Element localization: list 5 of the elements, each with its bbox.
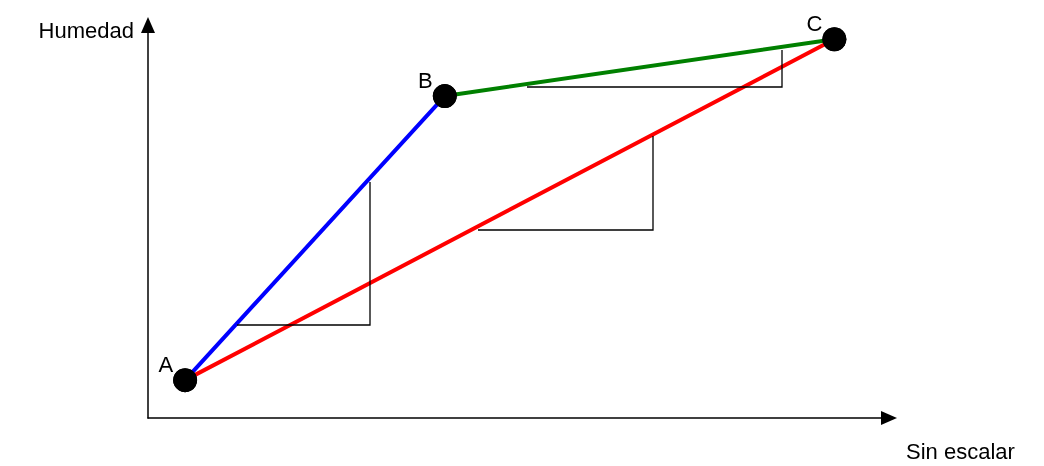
x-axis-title: Sin escalar <box>906 438 1015 464</box>
annotation: A <box>158 351 174 377</box>
y-axis-title: Humedad <box>38 17 134 43</box>
annotation: B <box>418 67 433 93</box>
text: C <box>806 10 823 36</box>
